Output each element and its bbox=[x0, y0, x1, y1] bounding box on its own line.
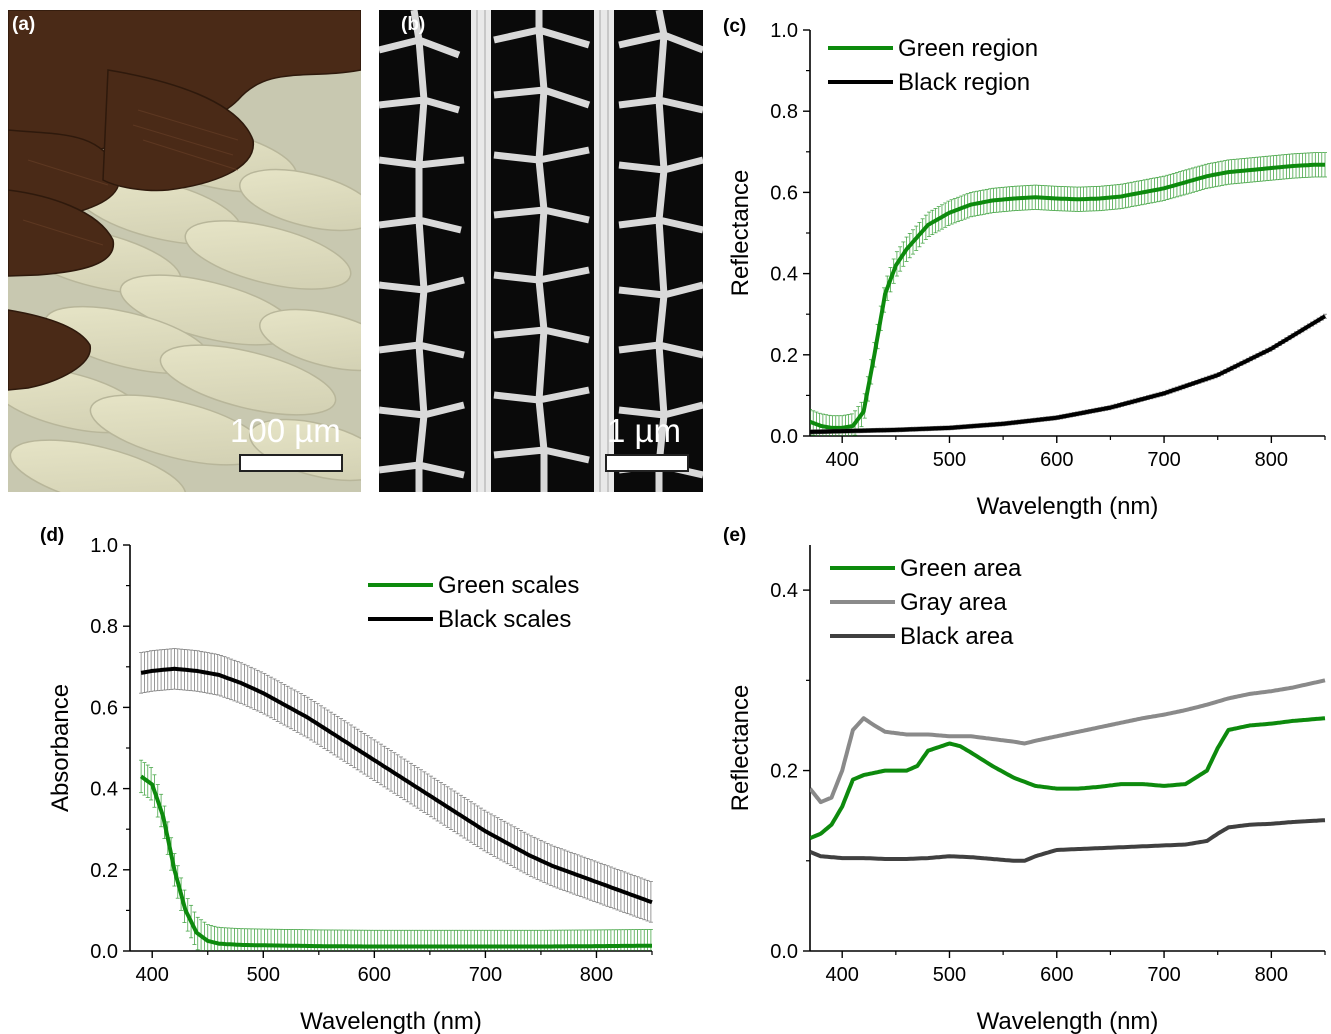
micrograph-b-image bbox=[379, 10, 703, 492]
scale-bar-label-b: 1 µm bbox=[607, 412, 682, 449]
chart-e: 400 500 600 700 800 0.0 0.2 0.4 Wavelength (nm) R… bbox=[727, 545, 1326, 1034]
y-tick-label: 0.2 bbox=[770, 345, 798, 367]
y-tick-label: 0.0 bbox=[770, 941, 798, 963]
chart-c: 400 500 600 700 800 0.0 0.2 0.4 0.6 0.8 1.0 Wavelen… bbox=[727, 20, 1327, 520]
y-tick-label: 0.2 bbox=[770, 761, 798, 783]
x-tick-label: 800 bbox=[1255, 964, 1288, 986]
green-area-line bbox=[810, 716, 1326, 841]
x-tick-label: 400 bbox=[136, 964, 169, 986]
black-region-line bbox=[810, 314, 1327, 434]
black-area-line bbox=[810, 818, 1326, 863]
x-axis-label: Wavelength (nm) bbox=[977, 493, 1159, 520]
x-tick-label: 600 bbox=[1040, 964, 1073, 986]
micrograph-b: (b) 1 µm bbox=[379, 10, 703, 492]
y-axis-label: Reflectance bbox=[727, 170, 754, 297]
x-tick-label: 700 bbox=[1147, 449, 1180, 471]
y-tick-label: 1.0 bbox=[90, 535, 118, 557]
green-region-line bbox=[810, 162, 1325, 430]
black-scales-line bbox=[140, 666, 653, 905]
legend-label-black-region: Black region bbox=[898, 69, 1030, 96]
x-tick-label: 400 bbox=[826, 964, 859, 986]
x-tick-label: 500 bbox=[933, 964, 966, 986]
x-tick-label: 600 bbox=[358, 964, 391, 986]
x-tick-label: 800 bbox=[1255, 449, 1288, 471]
x-tick-label: 500 bbox=[247, 964, 280, 986]
x-tick-label: 700 bbox=[1147, 964, 1180, 986]
y-tick-label: 0.4 bbox=[770, 264, 798, 286]
legend-label-black-area: Black area bbox=[900, 623, 1014, 650]
x-axis-label: Wavelength (nm) bbox=[977, 1008, 1159, 1034]
scale-bar-label-a: 100 µm bbox=[230, 412, 341, 449]
y-tick-label: 0.0 bbox=[770, 426, 798, 448]
scale-bar-a bbox=[239, 454, 343, 472]
y-tick-label: 0.6 bbox=[770, 182, 798, 204]
x-axis-label: Wavelength (nm) bbox=[300, 1008, 482, 1034]
y-tick-label: 0.8 bbox=[770, 101, 798, 123]
panel-label-a: (a) bbox=[12, 14, 36, 35]
y-tick-label: 1.0 bbox=[770, 20, 798, 42]
legend-label-gray-area: Gray area bbox=[900, 589, 1007, 616]
chart-d: 400 500 600 700 800 0.0 0.2 0.4 0.6 0.8 1.0 Wavelen… bbox=[47, 535, 653, 1034]
x-tick-label: 600 bbox=[1040, 449, 1073, 471]
y-tick-label: 0.2 bbox=[90, 860, 118, 882]
gray-area-line bbox=[810, 678, 1326, 805]
y-axis-label: Absorbance bbox=[47, 684, 74, 812]
y-tick-label: 0.4 bbox=[770, 580, 798, 602]
micrograph-a-image bbox=[8, 10, 361, 492]
x-tick-label: 500 bbox=[933, 449, 966, 471]
panel-label-c: (c) bbox=[723, 16, 747, 37]
scale-bar-b bbox=[605, 454, 689, 472]
panel-label-e: (e) bbox=[723, 525, 747, 546]
x-tick-label: 700 bbox=[469, 964, 502, 986]
plot-area bbox=[810, 678, 1326, 863]
y-tick-label: 0.8 bbox=[90, 616, 118, 638]
legend-label-green-area: Green area bbox=[900, 555, 1022, 582]
panel-label-d: (d) bbox=[40, 525, 65, 546]
plot-area bbox=[810, 152, 1327, 436]
y-axis-label: Reflectance bbox=[727, 685, 754, 812]
green-scales-error-bars bbox=[139, 759, 653, 951]
y-tick-label: 0.6 bbox=[90, 697, 118, 719]
black-scales-error-bars bbox=[139, 648, 653, 923]
green-scales-line bbox=[139, 774, 652, 949]
legend-label-green-scales: Green scales bbox=[438, 572, 579, 599]
legend-label-green-region: Green region bbox=[898, 35, 1038, 62]
x-tick-label: 800 bbox=[580, 964, 613, 986]
legend-label-black-scales: Black scales bbox=[438, 606, 571, 633]
y-tick-label: 0.0 bbox=[90, 941, 118, 963]
panel-label-b: (b) bbox=[401, 14, 426, 35]
plot-area bbox=[139, 648, 653, 951]
y-tick-label: 0.4 bbox=[90, 779, 118, 801]
micrograph-a: (a) 100 µm bbox=[8, 10, 361, 492]
x-tick-label: 400 bbox=[826, 449, 859, 471]
